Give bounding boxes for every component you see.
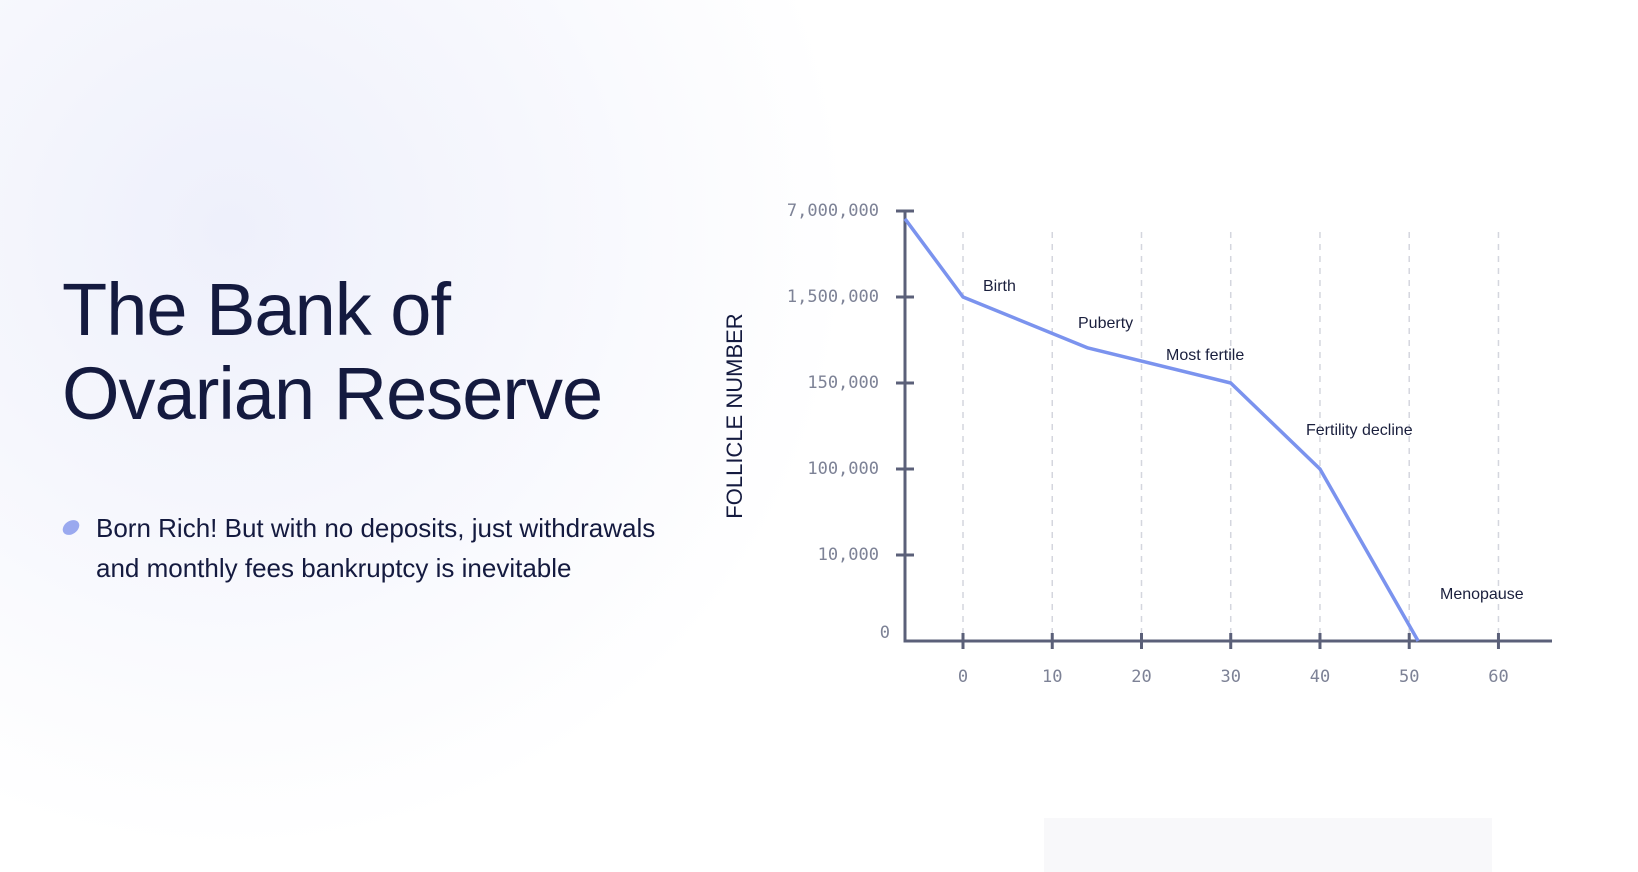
y-tick-label: 0 xyxy=(880,623,890,643)
x-tick-label: 0 xyxy=(958,667,968,687)
x-tick-label: 60 xyxy=(1488,667,1508,687)
y-tick-label: 150,000 xyxy=(807,373,879,393)
annotation: Menopause xyxy=(1440,586,1524,603)
annotation: Most fertile xyxy=(1166,347,1244,364)
y-tick-label: 10,000 xyxy=(818,545,879,565)
y-tick-label: 100,000 xyxy=(807,459,879,479)
x-tick-label: 20 xyxy=(1131,667,1151,687)
y-tick-label: 1,500,000 xyxy=(787,287,879,307)
y-axis-label: FOLLICLE NUMBER xyxy=(722,313,747,518)
title-line: The Bank of xyxy=(62,268,451,351)
bullet-item: Born Rich! But with no deposits, just wi… xyxy=(59,508,702,588)
title-line: Ovarian Reserve xyxy=(62,352,603,435)
hero-title: The Bank of Ovarian Reserve xyxy=(62,268,603,436)
footer-panel xyxy=(1044,818,1492,872)
x-tick-label: 10 xyxy=(1042,667,1062,687)
x-tick-label: 50 xyxy=(1399,667,1419,687)
bullet-text: Born Rich! But with no deposits, just wi… xyxy=(96,513,656,583)
annotation: Birth xyxy=(983,278,1016,295)
y-tick-label: 7,000,000 xyxy=(787,201,879,221)
data-line xyxy=(903,217,1420,642)
annotation: Puberty xyxy=(1078,315,1133,332)
x-tick-label: 40 xyxy=(1310,667,1330,687)
x-tick-label: 30 xyxy=(1220,667,1240,687)
annotation: Fertility decline xyxy=(1306,422,1413,439)
